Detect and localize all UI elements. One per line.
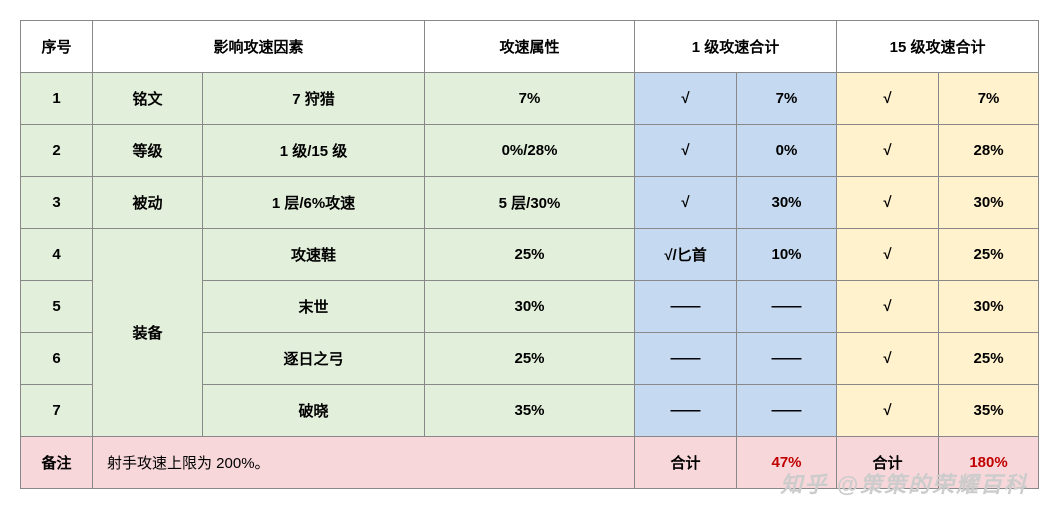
table-row: 3 被动 1 层/6%攻速 5 层/30% √ 30% √ 30% (21, 177, 1039, 229)
cell-item: 7 狩猎 (203, 73, 425, 125)
cell-lv15-val: 25% (939, 333, 1039, 385)
col-factor: 影响攻速因素 (93, 21, 425, 73)
cell-lv15-chk: √ (837, 229, 939, 281)
cell-lv1-chk: √ (635, 73, 737, 125)
cell-lv15-chk: √ (837, 177, 939, 229)
cell-cat: 被动 (93, 177, 203, 229)
cell-cat: 装备 (93, 229, 203, 437)
total-lv15: 180% (939, 437, 1039, 489)
table-row: 2 等级 1 级/15 级 0%/28% √ 0% √ 28% (21, 125, 1039, 177)
cell-lv15-chk: √ (837, 73, 939, 125)
cell-attr: 25% (425, 333, 635, 385)
cell-seq: 1 (21, 73, 93, 125)
cell-cat: 等级 (93, 125, 203, 177)
cell-seq: 7 (21, 385, 93, 437)
cell-attr: 30% (425, 281, 635, 333)
cell-lv15-val: 28% (939, 125, 1039, 177)
cell-attr: 5 层/30% (425, 177, 635, 229)
cell-item: 1 级/15 级 (203, 125, 425, 177)
col-attr: 攻速属性 (425, 21, 635, 73)
col-lv15: 15 级攻速合计 (837, 21, 1039, 73)
col-seq: 序号 (21, 21, 93, 73)
cell-lv1-val: 30% (737, 177, 837, 229)
footer-row: 备注 射手攻速上限为 200%。 合计 47% 合计 180% (21, 437, 1039, 489)
cell-seq: 6 (21, 333, 93, 385)
table-row: 1 铭文 7 狩猎 7% √ 7% √ 7% (21, 73, 1039, 125)
cell-lv1-chk: √ (635, 125, 737, 177)
cell-seq: 2 (21, 125, 93, 177)
table-row: 4 装备 攻速鞋 25% √/匕首 10% √ 25% (21, 229, 1039, 281)
cell-lv1-val: 10% (737, 229, 837, 281)
cell-lv1-val: —— (737, 385, 837, 437)
cell-lv15-val: 7% (939, 73, 1039, 125)
cell-seq: 5 (21, 281, 93, 333)
cell-lv15-val: 25% (939, 229, 1039, 281)
cell-lv1-chk: —— (635, 385, 737, 437)
cell-seq: 4 (21, 229, 93, 281)
cell-lv15-val: 30% (939, 281, 1039, 333)
cell-lv15-chk: √ (837, 281, 939, 333)
cell-item: 攻速鞋 (203, 229, 425, 281)
note-label: 备注 (21, 437, 93, 489)
col-lv1: 1 级攻速合计 (635, 21, 837, 73)
cell-item: 1 层/6%攻速 (203, 177, 425, 229)
cell-lv15-chk: √ (837, 385, 939, 437)
cell-lv1-chk: √ (635, 177, 737, 229)
cell-lv1-val: —— (737, 333, 837, 385)
cell-attr: 0%/28% (425, 125, 635, 177)
cell-item: 破晓 (203, 385, 425, 437)
cell-item: 末世 (203, 281, 425, 333)
cell-cat: 铭文 (93, 73, 203, 125)
header-row: 序号 影响攻速因素 攻速属性 1 级攻速合计 15 级攻速合计 (21, 21, 1039, 73)
cell-lv1-val: 0% (737, 125, 837, 177)
note-text: 射手攻速上限为 200%。 (93, 437, 635, 489)
total-label-lv1: 合计 (635, 437, 737, 489)
cell-attr: 25% (425, 229, 635, 281)
cell-attr: 35% (425, 385, 635, 437)
cell-lv15-val: 30% (939, 177, 1039, 229)
cell-item: 逐日之弓 (203, 333, 425, 385)
attack-speed-table: 序号 影响攻速因素 攻速属性 1 级攻速合计 15 级攻速合计 1 铭文 7 狩… (20, 20, 1038, 489)
table: 序号 影响攻速因素 攻速属性 1 级攻速合计 15 级攻速合计 1 铭文 7 狩… (20, 20, 1039, 489)
cell-lv1-chk: —— (635, 333, 737, 385)
cell-seq: 3 (21, 177, 93, 229)
total-lv1: 47% (737, 437, 837, 489)
cell-lv1-val: 7% (737, 73, 837, 125)
cell-attr: 7% (425, 73, 635, 125)
cell-lv1-chk: √/匕首 (635, 229, 737, 281)
cell-lv1-val: —— (737, 281, 837, 333)
total-label-lv15: 合计 (837, 437, 939, 489)
cell-lv15-chk: √ (837, 125, 939, 177)
cell-lv15-val: 35% (939, 385, 1039, 437)
cell-lv15-chk: √ (837, 333, 939, 385)
cell-lv1-chk: —— (635, 281, 737, 333)
